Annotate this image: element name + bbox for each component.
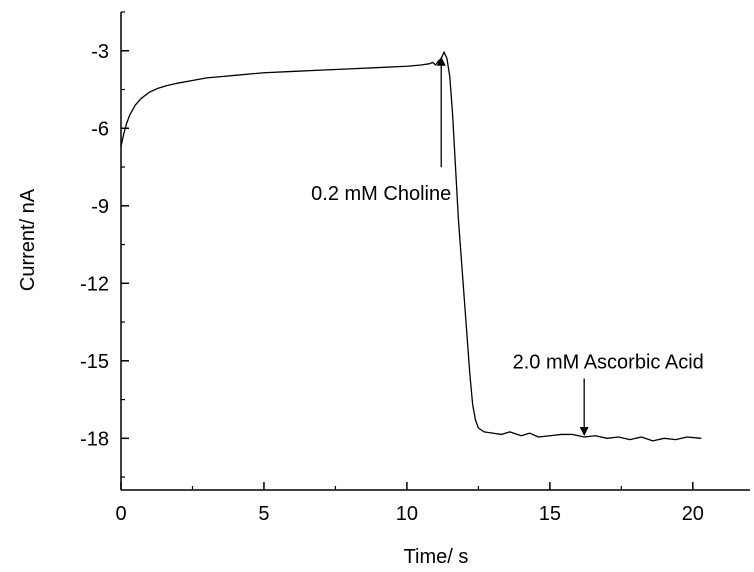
y-tick-label: -12 <box>80 273 109 295</box>
x-tick-label: 10 <box>396 503 418 525</box>
x-tick-label: 0 <box>115 503 126 525</box>
y-tick-label: -6 <box>91 118 109 140</box>
y-tick-label: -3 <box>91 41 109 63</box>
x-tick-label: 20 <box>682 503 704 525</box>
y-axis-title: Current/ nA <box>17 188 39 291</box>
current-trace-line <box>120 51 702 442</box>
y-tick-label: -18 <box>80 428 109 450</box>
y-axis: -3 -6 -9 -12 -15 -18 <box>80 11 129 478</box>
annotation-layer: 0.2 mM Choline 2.0 mM Ascorbic Acid <box>311 56 704 436</box>
choline-annotation-label: 0.2 mM Choline <box>311 183 451 205</box>
y-tick-label: -15 <box>80 351 109 373</box>
x-axis: 0 5 10 15 20 <box>115 482 704 525</box>
plot-frame <box>120 12 750 491</box>
x-tick-label: 5 <box>258 503 269 525</box>
ascorbic-acid-annotation-label: 2.0 mM Ascorbic Acid <box>513 351 704 373</box>
x-axis-title: Time/ s <box>404 546 469 568</box>
y-tick-label: -9 <box>91 196 109 218</box>
x-tick-label: 15 <box>539 503 561 525</box>
series-layer <box>120 51 702 442</box>
